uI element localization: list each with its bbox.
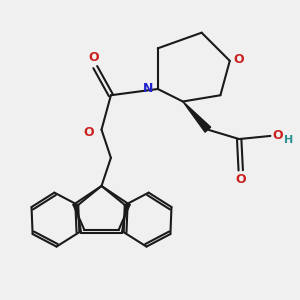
Text: O: O [233,53,244,66]
Text: O: O [272,129,283,142]
Text: H: H [284,135,293,145]
Text: O: O [88,51,99,64]
Polygon shape [183,101,211,132]
Text: N: N [143,82,153,95]
Text: O: O [83,126,94,139]
Text: O: O [236,173,246,187]
